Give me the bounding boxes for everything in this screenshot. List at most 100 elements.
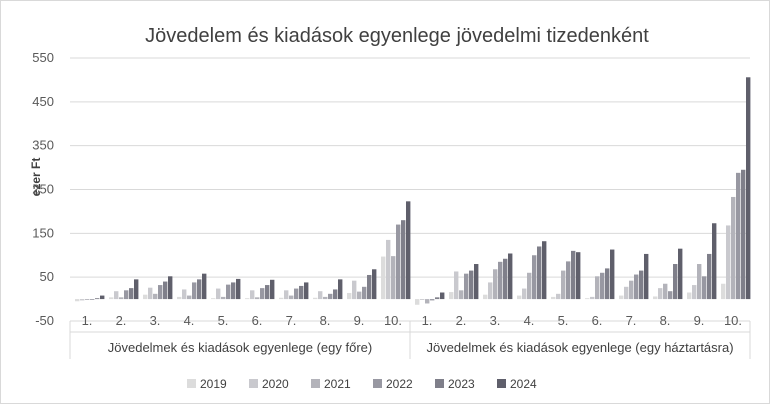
bar <box>216 288 221 300</box>
bar <box>265 285 270 300</box>
bar <box>741 169 746 300</box>
bar <box>503 258 508 300</box>
bars <box>75 77 751 305</box>
bar <box>634 274 639 300</box>
category-label: 1. <box>422 313 433 328</box>
bar <box>279 297 284 300</box>
category-label: 3. <box>490 313 501 328</box>
bar <box>245 298 250 300</box>
bar <box>449 292 454 300</box>
bar <box>177 296 182 300</box>
bar <box>697 264 702 300</box>
category-label: 10. <box>384 313 402 328</box>
legend-label: 2021 <box>324 377 351 391</box>
bar <box>80 299 85 301</box>
category-label: 8. <box>320 313 331 328</box>
bar <box>493 269 498 300</box>
bar <box>333 289 338 300</box>
bar <box>148 287 153 300</box>
bar <box>75 299 80 302</box>
bar <box>464 273 469 300</box>
bar <box>95 298 100 300</box>
category-label: 3. <box>150 313 161 328</box>
bar <box>153 293 158 300</box>
bar <box>469 270 474 300</box>
bar <box>566 261 571 300</box>
category-label: 5. <box>558 313 569 328</box>
bar <box>362 286 367 300</box>
bar <box>425 299 430 304</box>
bar <box>114 291 119 300</box>
legend: 2019 2020 2021 2022 2023 2024 <box>187 377 537 391</box>
bar <box>182 289 187 300</box>
y-tick-label: 350 <box>32 138 54 153</box>
bar <box>187 295 192 300</box>
bar <box>250 290 255 300</box>
bar <box>352 280 357 300</box>
bar <box>357 291 362 300</box>
y-tick-label: 150 <box>32 225 54 240</box>
bar <box>304 282 309 300</box>
bar <box>202 273 207 300</box>
bar <box>90 299 95 300</box>
bar <box>721 283 726 300</box>
bar <box>488 282 493 300</box>
category-label: 9. <box>694 313 705 328</box>
bar <box>610 249 615 300</box>
bar <box>226 284 231 300</box>
category-label: 10. <box>724 313 742 328</box>
legend-label: 2023 <box>448 377 475 391</box>
bar <box>576 252 581 300</box>
legend-label: 2019 <box>200 377 227 391</box>
category-label: 2. <box>456 313 467 328</box>
bar <box>367 274 372 300</box>
bar <box>109 297 114 300</box>
legend-label: 2024 <box>510 377 537 391</box>
group-label: Jövedelmek és kiadások egyenlege (egy fő… <box>108 340 372 355</box>
legend-swatch <box>497 379 506 388</box>
bar <box>483 294 488 300</box>
bar <box>542 241 547 300</box>
bar <box>192 282 197 300</box>
bar <box>736 172 741 300</box>
category-label: 9. <box>354 313 365 328</box>
bar <box>255 297 260 300</box>
bar <box>658 288 663 300</box>
bar <box>440 292 445 300</box>
bar <box>571 250 576 300</box>
legend-swatch <box>373 379 382 388</box>
bar <box>556 293 561 300</box>
bar <box>508 253 513 300</box>
category-label: 5. <box>218 313 229 328</box>
bar <box>100 295 105 300</box>
bar <box>454 271 459 300</box>
bar <box>124 290 129 300</box>
bar <box>624 286 629 300</box>
y-tick-label: 250 <box>32 182 54 197</box>
category-label: 7. <box>286 313 297 328</box>
category-label: 8. <box>660 313 671 328</box>
bar <box>532 255 537 300</box>
bar <box>653 296 658 300</box>
bar <box>313 297 318 300</box>
y-tick-label: -50 <box>35 313 54 328</box>
bar <box>527 272 532 300</box>
bar <box>435 297 440 300</box>
legend-swatch <box>311 379 320 388</box>
bar <box>590 296 595 300</box>
bar <box>537 246 542 300</box>
bar <box>231 282 236 300</box>
bar <box>585 298 590 300</box>
bar <box>143 294 148 300</box>
bar <box>347 292 352 300</box>
legend-label: 2022 <box>386 377 413 391</box>
bar <box>236 278 241 300</box>
y-tick-label: 450 <box>32 94 54 109</box>
bar <box>134 279 139 300</box>
bar <box>687 292 692 300</box>
y-axis-ticks: -50 50 150 250 350 450 550 <box>32 50 54 328</box>
bar <box>299 285 304 300</box>
category-label: 4. <box>184 313 195 328</box>
